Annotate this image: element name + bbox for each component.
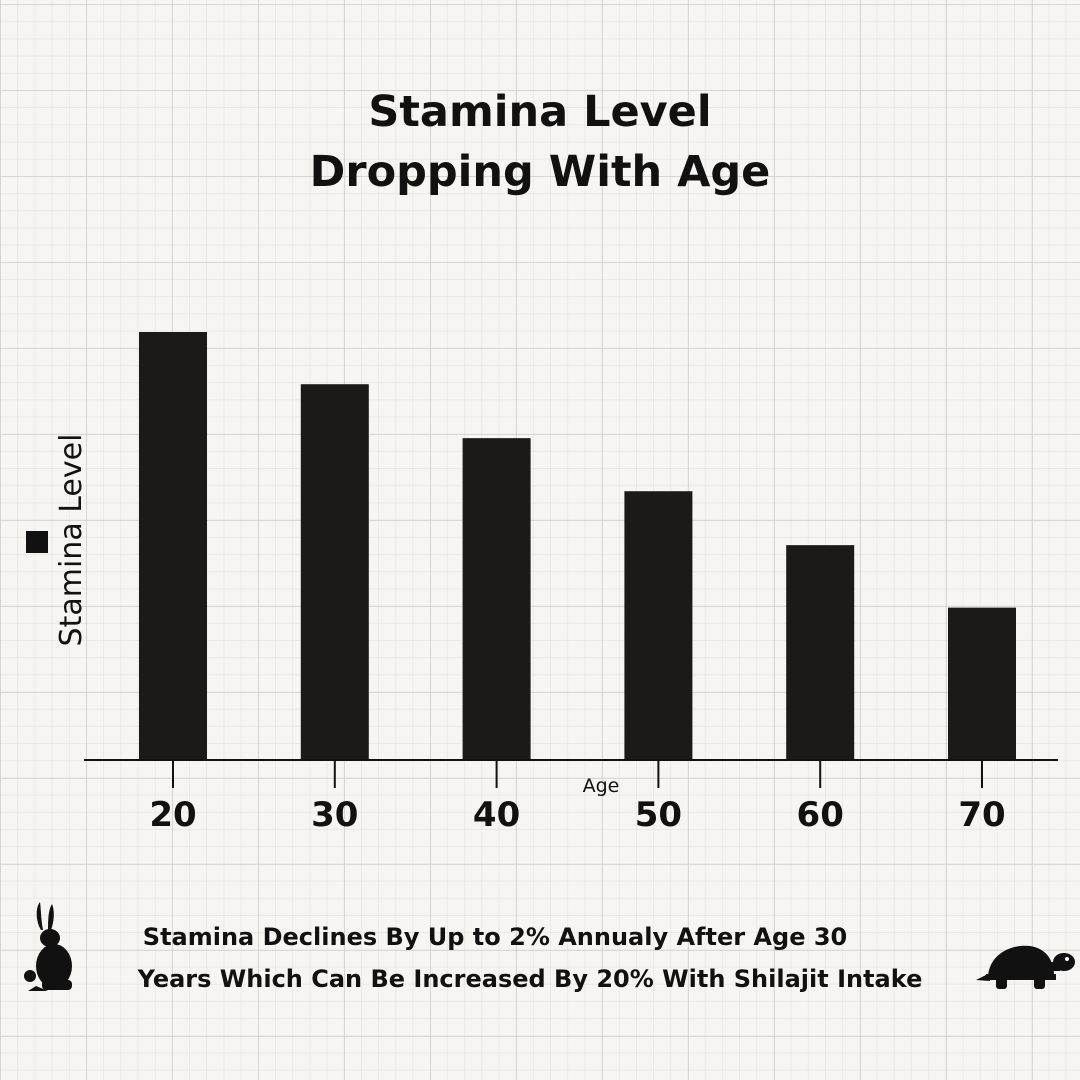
x-tick-label-50: 50 [635, 795, 682, 835]
x-tick-label-30: 30 [311, 795, 358, 835]
x-ticks-group: 20 30 40 50 60 70 [149, 760, 1006, 835]
bar-40 [462, 438, 531, 760]
x-axis-label: Age [583, 775, 620, 797]
bar-50 [624, 491, 693, 760]
bar-chart: 20 30 40 50 60 70 Age Stamina Level [26, 332, 1058, 835]
bar-60 [786, 545, 855, 760]
x-tick-label-20: 20 [149, 795, 196, 835]
legend-swatch [26, 531, 48, 553]
x-tick-label-60: 60 [797, 795, 844, 835]
bar-70 [948, 607, 1016, 760]
bar-30 [300, 384, 369, 760]
chart-title-line-2: Dropping With Age [309, 147, 771, 197]
chart-title: Stamina Level Dropping With Age [0, 82, 1080, 202]
rabbit-icon [24, 902, 72, 991]
y-axis-label: Stamina Level [54, 434, 89, 647]
footer-caption: Stamina Declines By Up to 2% Annualy Aft… [60, 916, 1000, 1000]
x-tick-label-70: 70 [958, 795, 1005, 835]
x-tick-label-40: 40 [473, 795, 520, 835]
turtle-icon [976, 945, 1075, 989]
bars-group [139, 332, 1016, 760]
footer-line-1: Stamina Declines By Up to 2% Annualy Aft… [142, 923, 848, 951]
chart-title-line-1: Stamina Level [368, 87, 712, 137]
bar-20 [139, 332, 207, 760]
footer-line-2: Years Which Can Be Increased By 20% With… [137, 965, 923, 993]
